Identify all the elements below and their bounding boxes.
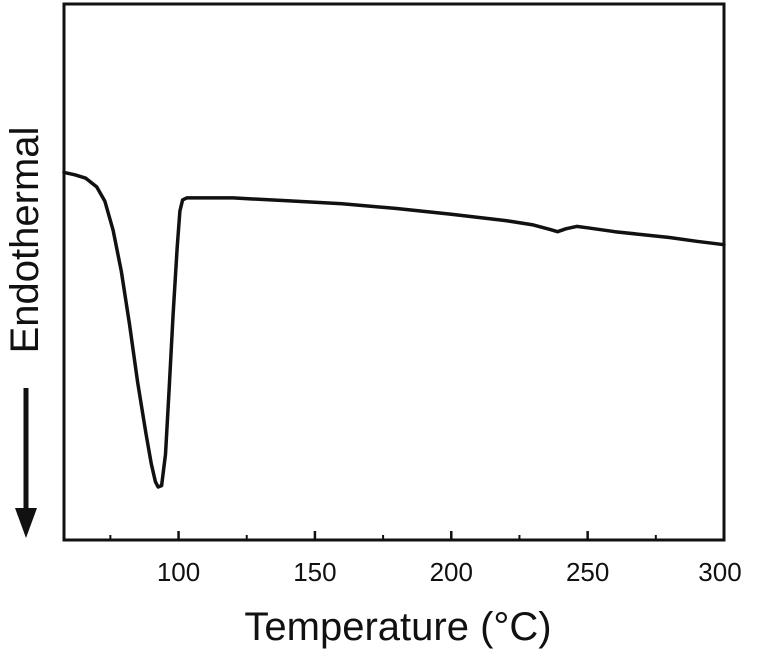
plot-frame xyxy=(62,2,726,542)
x-tick-label-150: 150 xyxy=(293,557,336,587)
plot-area: 100 150 200 250 300 xyxy=(62,2,742,587)
series-line xyxy=(62,170,726,489)
down-arrow xyxy=(15,388,37,538)
y-axis-label: Endothermal xyxy=(3,127,47,354)
x-tick-labels: 100 150 200 250 300 xyxy=(157,557,742,587)
x-axis-label: Temperature (°C) xyxy=(244,605,551,649)
x-tick-label-250: 250 xyxy=(566,557,609,587)
x-ticks xyxy=(109,531,726,540)
down-arrow-head xyxy=(15,508,37,538)
x-tick-label-300: 300 xyxy=(698,557,741,587)
x-tick-label-100: 100 xyxy=(157,557,200,587)
x-tick-label-200: 200 xyxy=(430,557,473,587)
